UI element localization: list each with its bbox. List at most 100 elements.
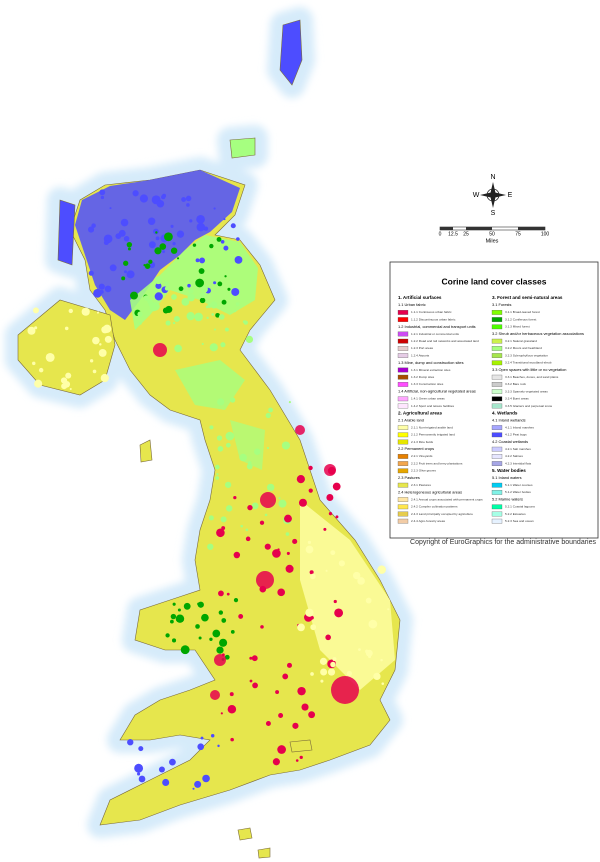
patch bbox=[172, 241, 176, 246]
legend-item-label: 3.2.4 Transitional woodland-shrub bbox=[505, 361, 552, 365]
patch bbox=[335, 515, 339, 519]
legend-group-heading: 3. Forest and semi-natural areas bbox=[492, 295, 563, 300]
patch bbox=[278, 497, 281, 500]
patch bbox=[210, 301, 218, 309]
legend-swatch bbox=[397, 511, 409, 517]
patch bbox=[186, 203, 190, 207]
scale-bar-segment bbox=[440, 227, 453, 230]
patch bbox=[272, 549, 281, 558]
legend-swatch bbox=[397, 497, 409, 502]
patch bbox=[217, 446, 224, 452]
patch bbox=[309, 570, 314, 575]
patch bbox=[277, 588, 285, 597]
patch bbox=[138, 775, 146, 783]
scale-label: 50 bbox=[489, 231, 495, 237]
urban-area bbox=[324, 464, 336, 476]
legend-item-label: 3.3.2 Bare rock bbox=[505, 382, 526, 386]
patch bbox=[292, 722, 299, 729]
patch bbox=[282, 673, 289, 680]
patch bbox=[155, 282, 162, 290]
patch bbox=[246, 463, 253, 470]
patch bbox=[346, 670, 352, 677]
legend-item-label: 4.2.2 Salines bbox=[505, 454, 523, 458]
patch bbox=[187, 293, 195, 302]
patch bbox=[334, 608, 344, 618]
legend-subgroup-heading: 5.1 Inland waters bbox=[492, 475, 522, 480]
patch bbox=[216, 646, 224, 654]
legend-item-label: 5.1.2 Water bodies bbox=[505, 490, 531, 494]
scale-bar: Miles 0 12.5 25 50 75 100 bbox=[439, 226, 550, 244]
patch bbox=[161, 194, 166, 200]
compass-east: E bbox=[508, 192, 513, 199]
patch bbox=[194, 312, 203, 322]
patch bbox=[298, 498, 307, 507]
patch bbox=[137, 311, 143, 317]
legend-subgroup-heading: 1.2 Industrial, commercial and transport… bbox=[398, 324, 476, 329]
scale-label: 100 bbox=[541, 231, 550, 237]
legend-subgroup-heading: 4.2 Coastal wetlands bbox=[492, 439, 528, 444]
patch bbox=[225, 505, 233, 512]
legend-group-heading: 2. Agricultural areas bbox=[398, 410, 442, 415]
patch bbox=[333, 599, 337, 604]
patch bbox=[186, 312, 195, 321]
patch bbox=[288, 401, 291, 404]
legend-group-heading: 5. Water bodies bbox=[492, 468, 526, 473]
patch bbox=[201, 342, 204, 346]
patch bbox=[32, 307, 39, 314]
patch bbox=[207, 543, 214, 550]
patch bbox=[235, 302, 240, 306]
patch bbox=[221, 618, 227, 623]
patch bbox=[330, 550, 336, 556]
patch bbox=[357, 577, 365, 585]
legend-item-label: 2.2.1 Vineyards bbox=[411, 454, 433, 458]
patch bbox=[64, 326, 69, 331]
patch bbox=[295, 759, 299, 762]
legend-item-label: 4.2.1 Salt marshes bbox=[505, 447, 531, 451]
patch bbox=[109, 264, 117, 272]
patch bbox=[172, 321, 176, 325]
patch bbox=[206, 316, 209, 320]
patch bbox=[130, 291, 138, 300]
patch bbox=[305, 608, 314, 617]
copyright: Copyright of EuroGraphics for the admini… bbox=[410, 539, 596, 546]
patch bbox=[218, 610, 224, 615]
patch bbox=[123, 235, 130, 242]
patch bbox=[220, 239, 225, 244]
patch bbox=[338, 560, 345, 567]
legend-item-label: 2.3.1 Pastures bbox=[411, 483, 431, 487]
legend-swatch bbox=[397, 454, 409, 459]
patch bbox=[240, 524, 244, 528]
shetland bbox=[279, 19, 303, 86]
patch bbox=[234, 255, 243, 264]
patch bbox=[170, 619, 174, 624]
patch bbox=[296, 475, 305, 484]
legend-item-label: 1.1.1 Continuous urban fabric bbox=[411, 310, 452, 314]
patch bbox=[215, 476, 220, 480]
legend-swatch bbox=[397, 374, 409, 380]
patch bbox=[209, 637, 213, 641]
legend-subgroup-heading: 2.4 Heterogeneous agricultural areas bbox=[398, 489, 462, 494]
patch bbox=[199, 292, 206, 299]
patch bbox=[201, 613, 209, 622]
patch bbox=[332, 657, 337, 662]
isle-of-wight bbox=[289, 739, 313, 753]
patch bbox=[34, 379, 43, 388]
legend-swatch bbox=[397, 432, 409, 438]
patch bbox=[213, 634, 217, 637]
patch bbox=[213, 207, 216, 210]
patch bbox=[178, 286, 184, 292]
patch bbox=[285, 564, 294, 573]
legend-item-label: 1.2.1 Industrial or commercial units bbox=[411, 332, 459, 336]
patch bbox=[233, 309, 237, 313]
patch bbox=[221, 299, 227, 305]
patch bbox=[202, 774, 210, 783]
patch bbox=[286, 551, 290, 555]
legend-subgroup-heading: 2.3 Pastures bbox=[398, 475, 420, 480]
legend-title: Corine land cover classes bbox=[442, 276, 547, 286]
legend-item-label: 2.4.3 Land principally occupied by agric… bbox=[411, 512, 473, 516]
legend-subgroup-heading: 1.3 Mine, dump and construction sites bbox=[398, 360, 464, 365]
patch bbox=[187, 283, 191, 288]
patch bbox=[216, 435, 223, 441]
patch bbox=[224, 275, 227, 278]
